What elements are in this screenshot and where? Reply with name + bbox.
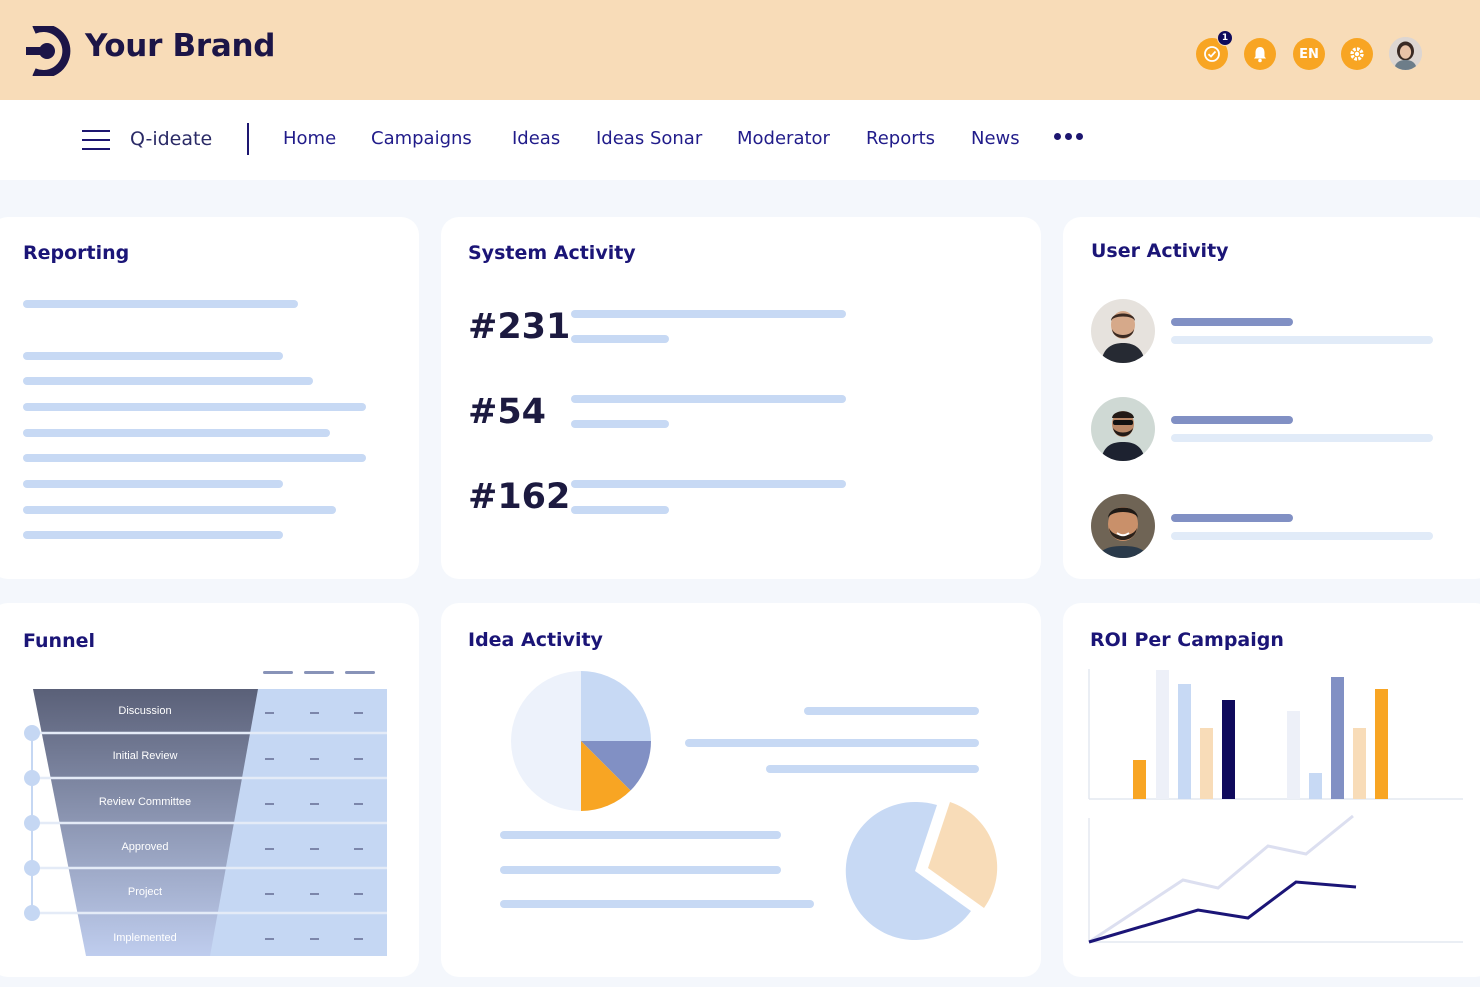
system-activity-title: System Activity (468, 242, 636, 264)
activity-count: #231 (468, 307, 571, 347)
roi-bar (1287, 711, 1300, 799)
roi-bar (1375, 689, 1388, 799)
roi-bar (1309, 773, 1322, 799)
funnel-stage-label: Project (128, 886, 162, 898)
placeholder-bar (571, 480, 846, 488)
nav-news[interactable]: News (971, 128, 1020, 149)
roi-bar (1331, 677, 1344, 799)
placeholder-bar (1171, 416, 1293, 424)
brand-name[interactable]: Your Brand (85, 28, 276, 64)
roi-bar (1178, 684, 1191, 799)
idea-pie-chart-large (845, 801, 998, 940)
roi-bar (1133, 760, 1146, 799)
placeholder-bar (23, 454, 366, 462)
main-nav (0, 100, 1480, 180)
placeholder-bar (1171, 434, 1433, 442)
more-menu-icon[interactable] (1054, 133, 1083, 140)
placeholder-bar (571, 310, 846, 318)
user-activity-title: User Activity (1091, 240, 1229, 262)
gear-icon[interactable] (1341, 38, 1373, 70)
nav-campaigns[interactable]: Campaigns (371, 128, 472, 149)
placeholder-bar (500, 831, 781, 839)
nav-reports[interactable]: Reports (866, 128, 936, 149)
top-header (0, 0, 1480, 100)
placeholder-bar (571, 335, 669, 343)
placeholder-bar (23, 531, 283, 539)
user-avatar[interactable] (1091, 299, 1155, 363)
placeholder-bar (1171, 532, 1433, 540)
funnel-stage-label: Initial Review (113, 750, 178, 762)
funnel-stage-label: Approved (121, 841, 168, 853)
app-name[interactable]: Q-ideate (130, 128, 213, 150)
hamburger-menu-icon[interactable] (82, 130, 110, 150)
funnel-chart: Discussion Initial Review Review Committ… (24, 671, 387, 956)
funnel-stage-label: Discussion (118, 705, 171, 717)
roi-title: ROI Per Campaign (1090, 629, 1284, 651)
placeholder-bar (23, 429, 330, 437)
activity-count: #54 (468, 392, 547, 432)
roi-bar (1222, 700, 1235, 799)
user-avatar[interactable] (1091, 494, 1155, 558)
roi-line-series (1088, 814, 1354, 944)
roi-bar (1353, 728, 1366, 799)
placeholder-bar (804, 707, 979, 715)
roi-line-chart (1088, 814, 1463, 944)
check-circle-icon[interactable]: 1 (1196, 30, 1233, 70)
language-icon[interactable]: EN (1293, 38, 1325, 70)
placeholder-bar (571, 420, 669, 428)
placeholder-bar (23, 506, 336, 514)
roi-bar (1156, 670, 1169, 799)
reporting-title: Reporting (23, 242, 130, 264)
placeholder-bar (23, 377, 313, 385)
nav-ideas-sonar[interactable]: Ideas Sonar (596, 128, 703, 149)
placeholder-bar (23, 403, 366, 411)
roi-bar (1200, 728, 1213, 799)
roi-line-series (1088, 880, 1357, 944)
funnel-stage-label: Review Committee (99, 796, 191, 808)
placeholder-bar (571, 395, 846, 403)
reporting-card (0, 217, 419, 579)
idea-activity-title: Idea Activity (468, 629, 603, 651)
placeholder-bar (766, 765, 979, 773)
placeholder-bar (685, 739, 979, 747)
user-avatar[interactable] (1091, 397, 1155, 461)
roi-bar-chart (1088, 669, 1463, 800)
nav-divider (247, 123, 249, 155)
brand-logo-icon[interactable] (26, 26, 72, 76)
placeholder-bar (23, 300, 298, 308)
bell-icon[interactable] (1244, 38, 1276, 70)
activity-count: #162 (468, 477, 571, 517)
funnel-title: Funnel (23, 630, 96, 652)
idea-pie-chart-small (511, 671, 651, 811)
placeholder-bar (23, 480, 283, 488)
placeholder-bar (1171, 318, 1293, 326)
user-avatar[interactable] (1389, 37, 1422, 70)
placeholder-bar (23, 352, 283, 360)
placeholder-bar (571, 506, 669, 514)
placeholder-bar (500, 866, 781, 874)
nav-ideas[interactable]: Ideas (512, 128, 561, 149)
nav-home[interactable]: Home (283, 128, 337, 149)
funnel-stage-label: Implemented (113, 932, 177, 944)
nav-moderator[interactable]: Moderator (737, 128, 830, 149)
placeholder-bar (500, 900, 814, 908)
notification-badge: 1 (1217, 30, 1233, 46)
placeholder-bar (1171, 514, 1293, 522)
placeholder-bar (1171, 336, 1433, 344)
